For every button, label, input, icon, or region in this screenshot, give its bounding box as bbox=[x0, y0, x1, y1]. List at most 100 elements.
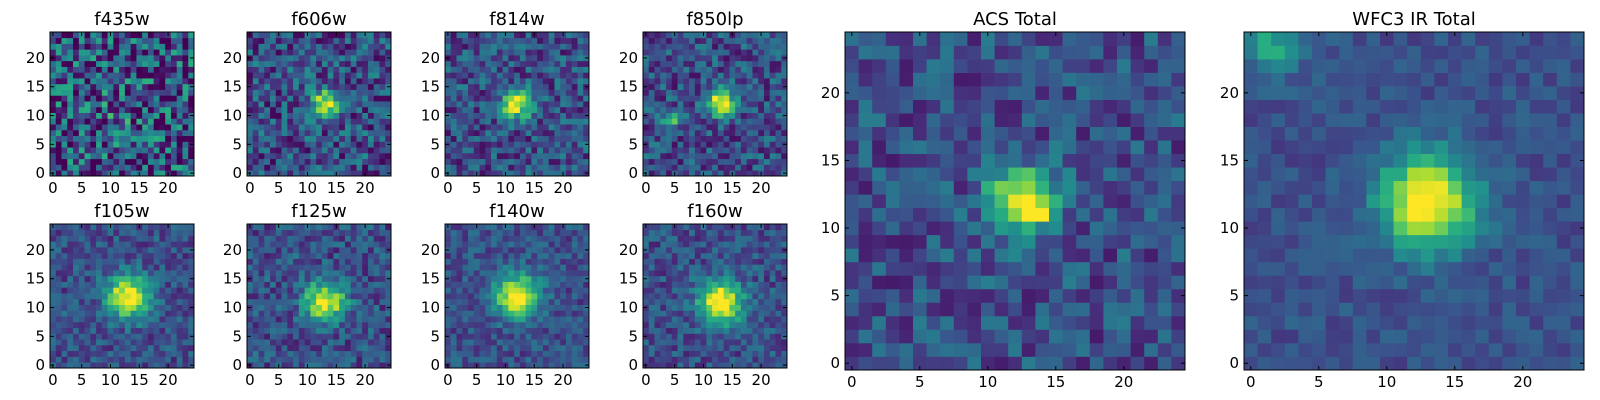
heatmap-cell bbox=[188, 321, 195, 329]
heatmap-cell bbox=[583, 152, 590, 160]
heatmap-cell bbox=[119, 362, 126, 369]
heatmap-cell bbox=[537, 298, 544, 305]
heatmap-cell bbox=[537, 101, 544, 108]
heatmap-cell bbox=[153, 321, 160, 329]
heatmap-cell bbox=[531, 164, 538, 171]
heatmap-cell bbox=[327, 66, 334, 73]
heatmap-cell bbox=[78, 112, 85, 119]
heatmap-cell bbox=[548, 235, 555, 242]
heatmap-cell bbox=[247, 310, 254, 317]
heatmap-cell bbox=[700, 339, 707, 346]
heatmap-cell bbox=[333, 298, 340, 305]
heatmap-cell bbox=[264, 310, 271, 317]
heatmap-cell bbox=[706, 275, 713, 282]
heatmap-cell bbox=[142, 95, 149, 102]
heatmap-cell bbox=[462, 124, 469, 131]
heatmap-cell bbox=[142, 152, 149, 160]
heatmap-cell bbox=[700, 333, 707, 340]
heatmap-cell bbox=[281, 258, 288, 265]
heatmap-cell bbox=[107, 124, 114, 131]
heatmap-cell bbox=[101, 333, 108, 340]
heatmap-cell bbox=[270, 60, 277, 67]
heatmap-cell bbox=[327, 356, 334, 363]
heatmap-cell bbox=[304, 118, 311, 125]
heatmap-cell bbox=[124, 310, 131, 317]
heatmap-cell bbox=[643, 129, 650, 137]
heatmap-cell bbox=[281, 78, 288, 85]
heatmap-cell bbox=[781, 37, 788, 44]
heatmap-cell bbox=[729, 112, 736, 119]
heatmap-cell bbox=[159, 310, 166, 317]
heatmap-cell bbox=[90, 333, 97, 340]
heatmap-cell bbox=[165, 72, 172, 79]
heatmap-cell bbox=[479, 339, 486, 346]
y-tick-label: 5 bbox=[35, 327, 45, 345]
heatmap-cell bbox=[55, 60, 62, 67]
heatmap-cell bbox=[170, 37, 178, 44]
heatmap-cell bbox=[153, 350, 160, 357]
heatmap-cell bbox=[373, 327, 380, 334]
heatmap-cell bbox=[281, 224, 288, 231]
heatmap-cell bbox=[188, 135, 195, 142]
heatmap-cell bbox=[170, 350, 178, 357]
heatmap-cell bbox=[775, 298, 782, 305]
heatmap-cell bbox=[310, 356, 317, 363]
heatmap-cell bbox=[350, 252, 357, 259]
heatmap-cell bbox=[694, 83, 701, 90]
heatmap-cell bbox=[367, 327, 375, 334]
heatmap-cell bbox=[525, 316, 532, 323]
heatmap-cell bbox=[327, 72, 334, 79]
heatmap-cell bbox=[712, 293, 719, 300]
heatmap-cell bbox=[514, 293, 521, 300]
heatmap-cell bbox=[712, 49, 719, 56]
heatmap-cell bbox=[130, 95, 137, 102]
heatmap-cell bbox=[781, 101, 788, 108]
heatmap-cell bbox=[275, 152, 282, 160]
heatmap-cell bbox=[694, 298, 701, 305]
heatmap-cell bbox=[746, 101, 753, 108]
heatmap-cell bbox=[84, 60, 91, 67]
heatmap-cell bbox=[96, 224, 103, 231]
heatmap-cell bbox=[548, 339, 555, 346]
heatmap-cell bbox=[468, 106, 475, 113]
heatmap-cell bbox=[735, 327, 742, 334]
heatmap-cell bbox=[170, 224, 178, 231]
heatmap-cell bbox=[321, 252, 328, 259]
heatmap-cell bbox=[666, 298, 673, 305]
heatmap-cell bbox=[775, 49, 782, 56]
heatmap-cell bbox=[73, 60, 80, 67]
heatmap-cell bbox=[666, 362, 673, 369]
heatmap-cell bbox=[252, 298, 259, 305]
heatmap-cell bbox=[514, 78, 521, 85]
heatmap-cell bbox=[445, 78, 452, 85]
heatmap-cell bbox=[502, 229, 509, 236]
heatmap-cell bbox=[758, 152, 765, 160]
x-tick-label: 0 bbox=[245, 179, 255, 197]
heatmap-cell bbox=[565, 258, 573, 265]
heatmap-cell bbox=[321, 147, 328, 154]
heatmap-cell bbox=[316, 158, 323, 165]
heatmap-cell bbox=[113, 293, 120, 300]
heatmap-cell bbox=[147, 224, 155, 231]
heatmap-cell bbox=[252, 43, 259, 50]
heatmap-cell bbox=[310, 327, 317, 334]
heatmap-cell bbox=[293, 304, 300, 311]
heatmap-cell bbox=[159, 95, 166, 102]
heatmap-cell bbox=[746, 112, 753, 119]
heatmap-cell bbox=[643, 316, 650, 323]
heatmap-cell bbox=[554, 112, 561, 119]
heatmap-cell bbox=[321, 344, 328, 352]
heatmap-cell bbox=[763, 298, 771, 305]
heatmap-cell bbox=[356, 316, 363, 323]
heatmap-cell bbox=[78, 55, 85, 62]
heatmap-cell bbox=[153, 247, 160, 254]
heatmap-cell bbox=[379, 235, 386, 242]
heatmap-cell bbox=[502, 95, 509, 102]
heatmap-cell bbox=[775, 118, 782, 125]
heatmap-cell bbox=[339, 101, 346, 108]
heatmap-cell bbox=[462, 316, 469, 323]
heatmap-cell bbox=[723, 66, 730, 73]
heatmap-cell bbox=[717, 350, 724, 357]
y-tick-label: 5 bbox=[430, 135, 440, 153]
heatmap-cell bbox=[73, 235, 80, 242]
